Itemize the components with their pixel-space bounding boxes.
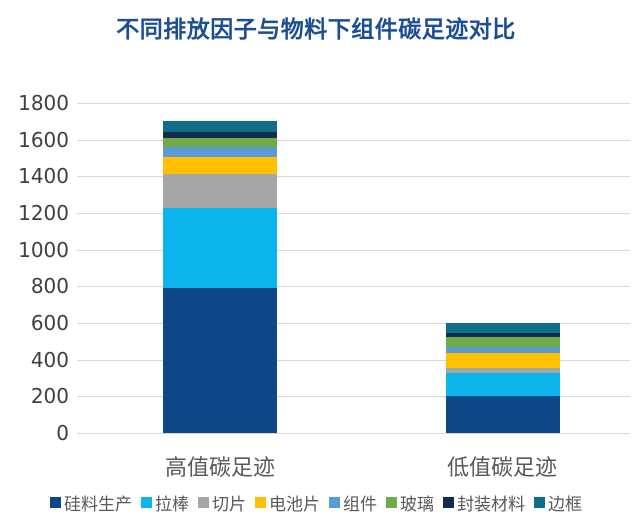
gridline [77, 176, 630, 178]
y-axis-tick-label: 0 [56, 421, 69, 445]
bar-segment [446, 396, 560, 433]
y-axis-tick-label: 1200 [18, 201, 69, 225]
legend-label: 拉棒 [155, 495, 189, 515]
gridline [77, 286, 630, 288]
y-axis-tick-label: 1000 [18, 237, 69, 262]
legend-item: 切片 [198, 490, 246, 515]
y-axis-tick-label: 1400 [18, 164, 69, 189]
legend-item: 玻璃 [386, 490, 434, 515]
legend-swatch-icon [255, 497, 266, 508]
legend-label: 组件 [343, 495, 377, 515]
bar-segment [163, 137, 277, 147]
legend-swatch-icon [50, 497, 61, 508]
legend-swatch-icon [386, 497, 397, 508]
legend-label: 硅料生产 [64, 495, 132, 515]
bar-segment [446, 367, 560, 374]
legend-swatch-icon [141, 497, 152, 508]
bar-segment [163, 121, 277, 133]
legend-label: 封装材料 [457, 495, 525, 515]
bar-segment [163, 173, 277, 208]
legend-swatch-icon [329, 497, 340, 508]
y-axis-tick-label: 1600 [18, 127, 69, 152]
bar-segment [446, 373, 560, 397]
bar-segment [163, 132, 277, 138]
y-axis-tick-label: 400 [30, 347, 69, 372]
bar-segment [446, 353, 560, 368]
bar-segment [446, 333, 560, 337]
legend-item: 电池片 [255, 490, 320, 515]
chart-title: 不同排放因子与物料下组件碳足迹对比 [116, 17, 516, 43]
bar-segment [163, 288, 277, 433]
y-axis-tick-label: 1800 [18, 91, 69, 115]
y-axis-tick-label: 600 [30, 311, 69, 335]
gridline [77, 433, 630, 434]
legend-item: 封装材料 [443, 490, 525, 515]
x-axis-category-label: 高值碳足迹 [164, 456, 275, 481]
bar-segment [163, 147, 277, 158]
legend-label: 玻璃 [400, 495, 434, 515]
legend-label: 边框 [548, 495, 582, 515]
bar-segment [163, 207, 277, 289]
legend-swatch-icon [534, 497, 545, 508]
y-axis-tick-label: 200 [30, 384, 69, 409]
gridline [77, 396, 630, 398]
bar-segment [446, 323, 560, 334]
legend-item: 硅料生产 [50, 490, 132, 515]
plot-area [77, 103, 630, 434]
bar-segment [446, 346, 560, 354]
legend-item: 组件 [329, 490, 377, 515]
legend-label: 电池片 [269, 495, 320, 515]
gridline [77, 249, 630, 251]
legend-label: 切片 [212, 495, 246, 515]
gridline [77, 103, 630, 104]
x-axis-category-label: 低值碳足迹 [446, 456, 557, 481]
legend-item: 边框 [534, 490, 582, 515]
legend: 硅料生产 拉棒 切片 电池片 组件 玻璃 封装材料 边框 [0, 490, 632, 515]
bar-segment [446, 336, 560, 347]
legend-item: 拉棒 [141, 490, 189, 515]
gridline [77, 359, 630, 361]
legend-swatch-icon [443, 497, 454, 508]
gridline [77, 213, 630, 214]
y-axis-tick-label: 800 [30, 274, 69, 299]
bar-segment [163, 157, 277, 174]
legend-swatch-icon [198, 497, 209, 508]
gridline [77, 323, 630, 324]
gridline [77, 139, 630, 141]
